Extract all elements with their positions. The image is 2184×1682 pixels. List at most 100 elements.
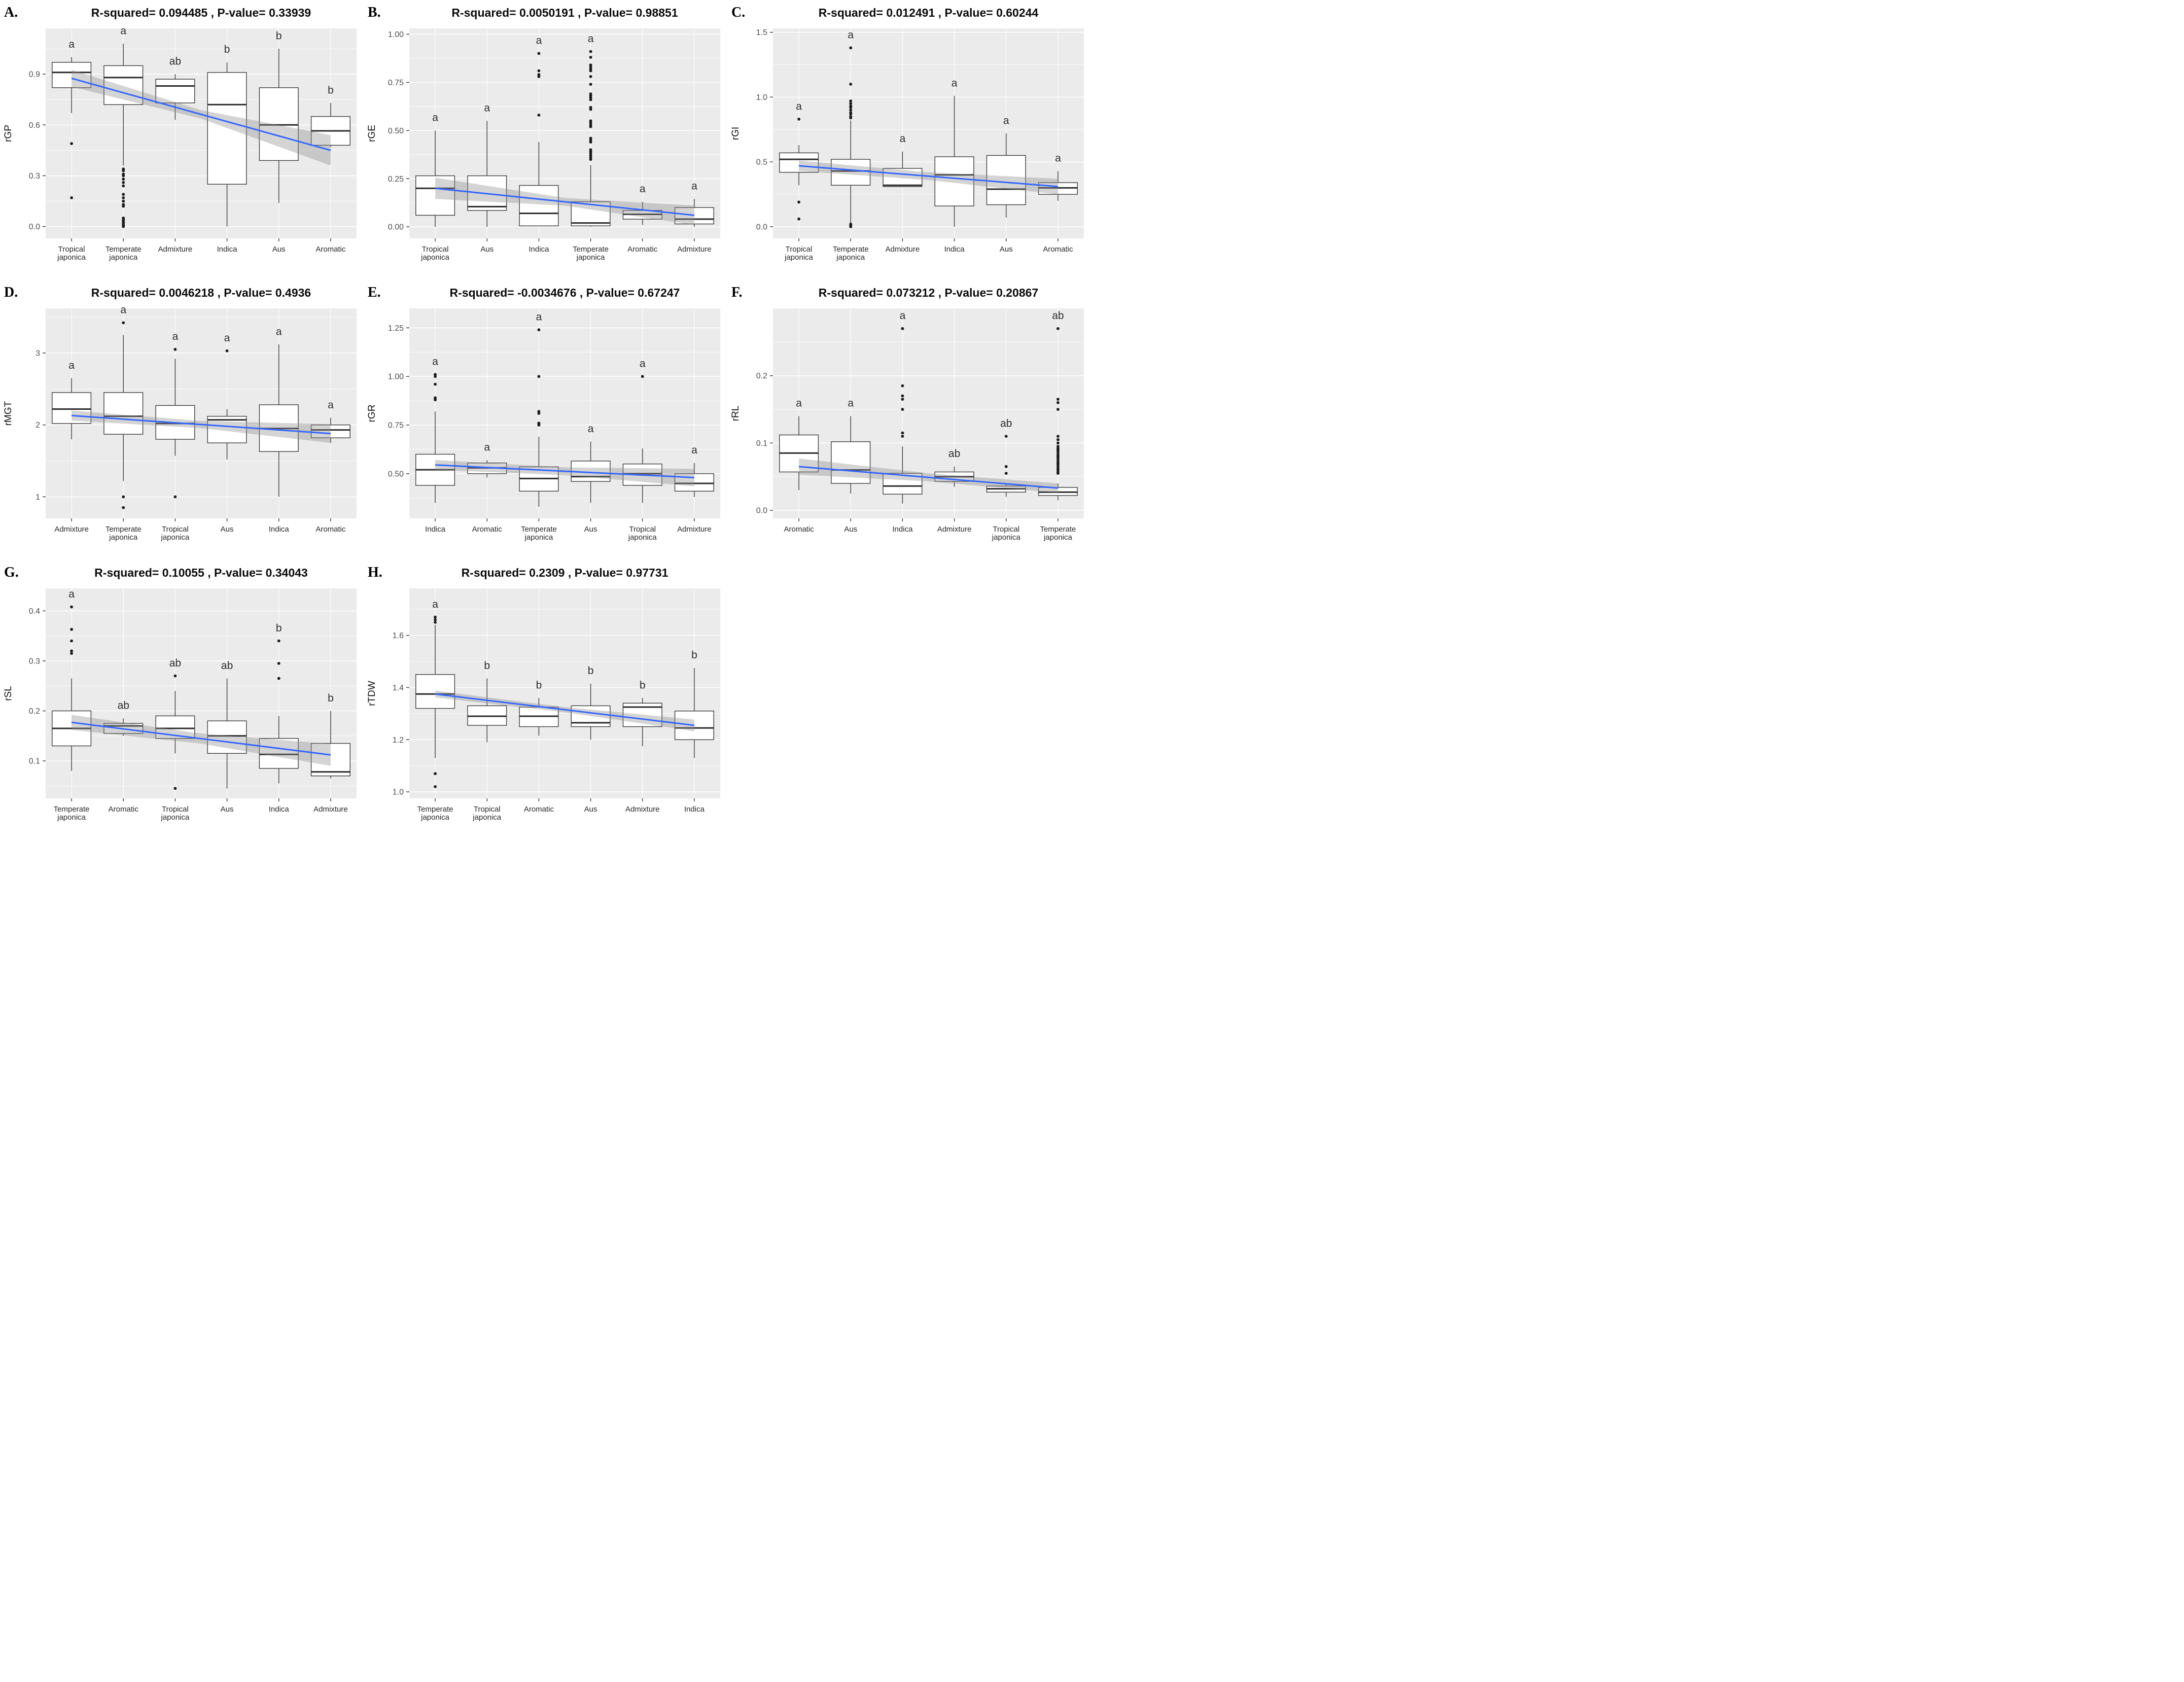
iqr-box	[831, 159, 871, 186]
box-temperate-japonica	[103, 44, 144, 228]
x-tick-label: japonica	[160, 813, 190, 822]
boxes	[415, 615, 714, 788]
y-tick-label: 0.3	[29, 657, 40, 665]
y-tick-label: 1.2	[393, 736, 404, 745]
x-tick-label: Temperate	[54, 805, 90, 814]
outlier-point	[122, 495, 125, 499]
y-tick-label: 0.75	[388, 79, 404, 87]
outlier-point	[1056, 401, 1060, 404]
outlier-point	[589, 56, 592, 59]
significance-letter: a	[588, 33, 594, 45]
iqr-box	[103, 392, 144, 435]
outlier-point	[537, 52, 541, 55]
panel-title: R-squared= 0.0046218 , P-value= 0.4936	[91, 286, 311, 299]
box-indica	[207, 62, 247, 227]
box-admixture	[674, 199, 714, 227]
outlier-point	[434, 398, 437, 402]
x-tick-label: Indica	[684, 805, 705, 814]
y-tick-label: 1.25	[388, 324, 404, 333]
panel-title: R-squared= 0.10055 , P-value= 0.34043	[94, 566, 308, 579]
x-tick-label: Aus	[844, 525, 857, 534]
y-tick-label: 2	[36, 421, 40, 430]
significance-letter: a	[224, 332, 230, 344]
box-admixture	[52, 378, 92, 440]
x-tick-label: Admixture	[54, 525, 89, 534]
x-tick-label: Admixture	[886, 245, 920, 254]
y-axis-title: rGE	[367, 125, 377, 142]
significance-letter: a	[796, 100, 802, 112]
box-indica	[934, 95, 974, 227]
significance-letter: b	[328, 692, 334, 704]
trend-line	[435, 187, 695, 216]
iqr-box	[415, 674, 455, 709]
x-tick-label: Tropical	[786, 245, 813, 254]
outlier-point	[849, 116, 853, 120]
y-axis: 0.0 0.3 0.6 0.9	[29, 71, 46, 231]
chart-rmgt: D. R-squared= 0.0046218 , P-value= 0.4936…	[3, 285, 357, 542]
outlier-point	[537, 375, 541, 378]
x-tick-label: Indica	[892, 525, 913, 534]
outlier-point	[277, 661, 280, 665]
panel-c: C. R-squared= 0.012491 , P-value= 0.60244…	[727, 0, 1091, 280]
trend-line	[435, 464, 694, 478]
panel-letter: H.	[368, 565, 382, 580]
outlier-point	[70, 142, 73, 145]
x-tick-label: japonica	[524, 533, 553, 542]
box-tropical-japonica	[415, 130, 455, 227]
outlier-point	[434, 615, 437, 619]
iqr-box	[259, 87, 299, 161]
x-tick-label: Admixture	[313, 805, 348, 814]
iqr-box	[986, 155, 1026, 205]
outlier-point	[434, 772, 437, 776]
significance-letter: a	[1055, 152, 1061, 164]
chart-rgp: A. R-squared= 0.094485 , P-value= 0.33939…	[3, 5, 357, 262]
outlier-point	[173, 495, 177, 499]
y-axis-title: rGI	[730, 127, 741, 140]
x-tick-label: japonica	[1043, 533, 1073, 542]
outlier-point	[589, 50, 592, 53]
x-tick-label: japonica	[784, 253, 814, 262]
iqr-box	[310, 424, 350, 438]
outlier-point	[537, 424, 541, 427]
outlier-point	[122, 321, 125, 325]
significance-letter: ab	[1000, 417, 1012, 429]
outlier-point	[537, 114, 541, 117]
box-temperate-japonica	[1038, 327, 1078, 501]
plot-area	[773, 28, 1084, 238]
confidence-band	[435, 690, 694, 731]
outlier-point	[1056, 451, 1060, 455]
y-axis: 0.1 0.2 0.3 0.4	[29, 607, 46, 766]
iqr-box	[207, 72, 247, 185]
outlier-point	[589, 158, 592, 161]
significance-letter: ab	[118, 700, 129, 712]
significance-letter: a	[900, 310, 906, 322]
y-tick-label: 1.6	[393, 632, 404, 640]
outlier-point	[589, 125, 592, 128]
plot-area	[46, 308, 357, 518]
y-axis: 0.00 0.25 0.50 0.75 1.00	[388, 30, 409, 232]
outlier-point	[1056, 445, 1060, 448]
y-tick-label: 0.4	[29, 607, 40, 616]
panel-letter: D.	[4, 285, 18, 300]
box-temperate-japonica	[831, 46, 871, 228]
x-tick-label: Aromatic	[1043, 245, 1073, 254]
outlier-point	[1056, 438, 1060, 441]
panel-title: R-squared= 0.073212 , P-value= 0.20867	[819, 286, 1038, 299]
significance-letter: ab	[948, 448, 960, 460]
chart-rrl: F. R-squared= 0.073212 , P-value= 0.20867…	[730, 285, 1084, 542]
significance-letter: a	[536, 35, 542, 47]
x-tick-label: japonica	[420, 253, 450, 262]
outlier-point	[849, 102, 853, 106]
panel-letter: C.	[731, 5, 745, 20]
y-tick-label: 1	[36, 493, 40, 502]
y-axis: 0.0 0.1 0.2	[756, 372, 773, 515]
significance-letter: a	[432, 112, 438, 124]
x-tick-label: Admixture	[677, 245, 712, 254]
chart-rgi: C. R-squared= 0.012491 , P-value= 0.60244…	[730, 5, 1084, 262]
significance-letter: a	[432, 356, 438, 368]
box-tropical-japonica	[52, 57, 92, 199]
trend-line	[435, 693, 695, 726]
outlier-point	[70, 649, 73, 653]
outlier-point	[122, 204, 125, 208]
